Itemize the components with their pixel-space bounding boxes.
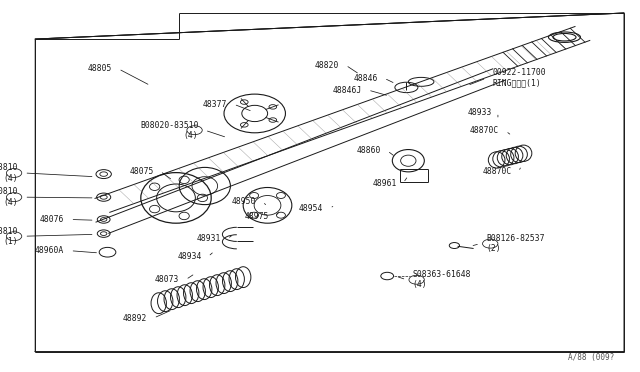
Text: 48075: 48075 bbox=[129, 167, 154, 176]
Text: 48934: 48934 bbox=[177, 252, 202, 261]
Text: 48870C: 48870C bbox=[483, 167, 512, 176]
Text: A/88 (009?: A/88 (009? bbox=[568, 353, 614, 362]
Text: 48933: 48933 bbox=[467, 108, 492, 117]
Text: B08126-82537
(2): B08126-82537 (2) bbox=[486, 234, 545, 253]
Text: 48950: 48950 bbox=[232, 197, 256, 206]
Text: N08912-30810
(4): N08912-30810 (4) bbox=[0, 187, 18, 207]
Text: 48954: 48954 bbox=[299, 204, 323, 213]
Text: B08020-83510
(4): B08020-83510 (4) bbox=[140, 121, 198, 140]
Text: 48870C: 48870C bbox=[470, 126, 499, 135]
Text: 48931: 48931 bbox=[196, 234, 221, 243]
Text: W08915-13810
(4): W08915-13810 (4) bbox=[0, 163, 18, 183]
Text: 00922-11700
RINGリング(1): 00922-11700 RINGリング(1) bbox=[493, 68, 547, 88]
Text: 48076: 48076 bbox=[40, 215, 64, 224]
Text: W08915-23810
(1): W08915-23810 (1) bbox=[0, 227, 18, 246]
Text: 48892: 48892 bbox=[123, 314, 147, 323]
Text: 48073: 48073 bbox=[155, 275, 179, 284]
Text: 48377: 48377 bbox=[203, 100, 227, 109]
Text: 48860: 48860 bbox=[356, 146, 381, 155]
Text: 48960A: 48960A bbox=[35, 246, 64, 255]
Text: 48975: 48975 bbox=[244, 212, 269, 221]
Text: 48961: 48961 bbox=[372, 179, 397, 187]
Text: S08363-61648
(4): S08363-61648 (4) bbox=[413, 270, 471, 289]
Text: 48805: 48805 bbox=[88, 64, 112, 73]
Text: 48820: 48820 bbox=[315, 61, 339, 70]
Text: 48846: 48846 bbox=[353, 74, 378, 83]
Text: 48846J: 48846J bbox=[332, 86, 362, 94]
